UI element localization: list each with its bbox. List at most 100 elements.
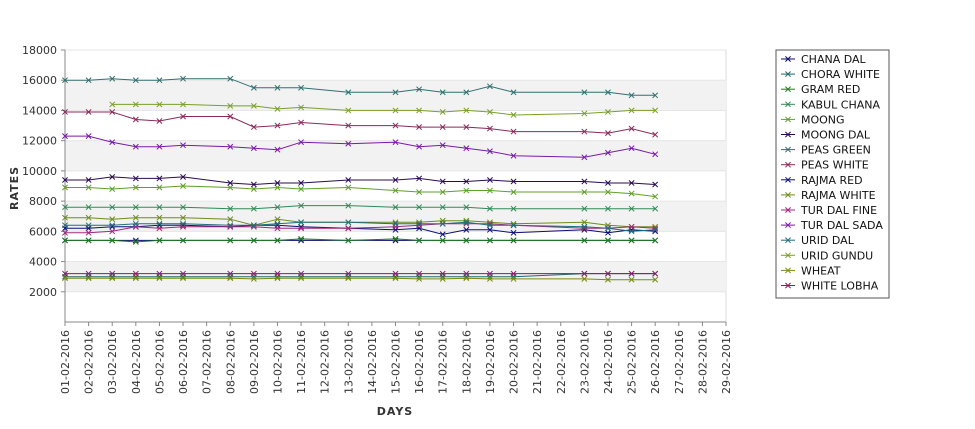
y-axis: 2000 4000 6000 8000 10000 12000 14000 16000 1800… [22,44,66,322]
data-point [298,275,305,282]
grid-bands [64,49,727,323]
data-point [227,143,234,150]
legend-label: TUR DAL FINE [800,204,877,217]
data-point [605,189,611,195]
data-point [439,189,446,195]
legend-item-peas-green: PEAS GREEN [781,144,871,157]
data-point [652,270,659,277]
data-point [274,204,281,211]
legend-label: RAJMA WHITE [801,189,876,202]
data-point [132,275,139,282]
data-point [180,173,186,180]
legend-label: MOONG DAL [801,129,871,142]
data-point [109,222,116,229]
data-point [581,178,588,185]
data-point [132,143,139,150]
legend-label: TUR DAL SADA [800,219,883,232]
data-point [109,270,116,277]
legend-item-tur-dal-fine: TUR DAL FINE [781,204,877,217]
data-point [463,226,470,233]
data-point [510,275,517,282]
data-point [109,275,116,282]
data-point [628,125,635,132]
data-point [298,139,305,146]
data-point [439,231,446,238]
data-point [132,116,139,123]
data-point [156,214,163,221]
data-point [62,275,68,282]
data-point [156,77,163,84]
data-point [132,214,139,221]
data-point [156,220,163,227]
data-point [345,107,352,114]
x-tick-label: 20-02-2016 [508,330,521,394]
data-point [628,190,635,197]
y-tick-label: 2000 [29,286,57,299]
data-point [274,225,281,232]
data-point [250,145,257,152]
data-point [156,225,163,232]
data-point [628,205,635,212]
data-point [298,235,305,242]
grid-band [65,80,726,111]
legend-item-chora-white: CHORA WHITE [781,68,880,81]
data-point [345,275,352,282]
x-tick-label: 08-02-2016 [224,330,237,394]
y-tick-label: 14000 [22,104,57,117]
y-tick-label: 16000 [22,74,57,87]
legend-swatch-marker [785,56,791,62]
data-point [605,205,611,212]
legend-label: WHEAT [801,264,841,277]
data-point [439,237,446,244]
data-point [132,184,139,191]
data-point [132,175,139,182]
legend-label: CHORA WHITE [801,68,880,81]
data-point [439,124,446,131]
data-point [156,270,163,277]
data-point [416,204,423,211]
series-layer [62,75,659,283]
data-point [416,237,423,244]
data-point [85,270,92,277]
data-point [227,275,234,282]
y-axis-title: RATES [8,166,21,210]
data-point [62,184,68,191]
data-point [345,140,352,147]
data-point [62,237,68,244]
series-urid-gundu [109,101,659,118]
legend-item-chana-dal: CHANA DAL [781,53,867,66]
x-tick-label: 09-02-2016 [248,330,261,394]
data-point [439,109,446,115]
data-point [132,220,139,227]
data-point [180,214,186,221]
data-point [392,122,399,129]
legend-swatch-marker [785,86,791,93]
data-point [274,180,281,186]
data-point [109,173,116,180]
data-point [581,270,588,277]
data-point [581,189,588,195]
legend-item-rajma-white: RAJMA WHITE [781,189,876,202]
data-point [298,84,305,91]
data-point [510,128,517,135]
x-tick-label: 19-02-2016 [484,330,497,394]
data-point [439,275,446,282]
data-point [298,186,305,192]
data-point [250,186,257,192]
data-point [416,270,423,277]
data-point [652,193,659,200]
data-point [85,77,92,84]
data-point [463,187,470,194]
data-point [652,226,659,233]
y-tick-label: 10000 [22,165,57,178]
data-point [392,270,399,277]
legend-swatch-marker [785,237,791,244]
data-point [510,189,517,195]
x-tick-label: 26-02-2016 [649,330,662,394]
x-tick-label: 27-02-2016 [673,330,686,394]
legend-item-wheat: WHEAT [781,264,841,277]
data-point [85,109,92,115]
data-point [62,177,68,183]
data-point [298,180,305,186]
